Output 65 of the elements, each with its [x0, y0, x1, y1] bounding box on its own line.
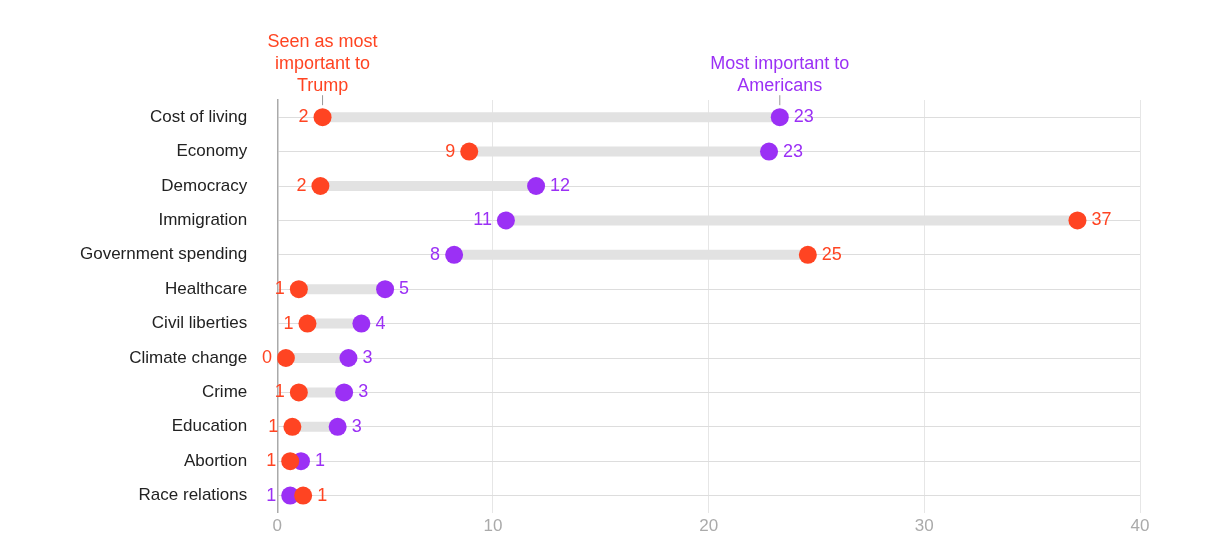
data-label: 9: [445, 140, 456, 161]
point: [1068, 211, 1087, 230]
point: [339, 349, 358, 367]
data-label: 2: [298, 106, 309, 127]
y-tick-label: Education: [171, 416, 248, 436]
data-label: 3: [362, 346, 373, 367]
data-label: 1: [274, 381, 285, 402]
y-tick-label: Crime: [201, 382, 248, 402]
point: [798, 245, 817, 264]
data-label: 25: [821, 243, 842, 264]
y-tick-label: Race relations: [138, 485, 248, 505]
point: [277, 349, 295, 367]
data-label: 1: [314, 450, 326, 471]
data-label: 1: [266, 484, 277, 505]
point: [289, 280, 308, 299]
point: [352, 314, 371, 333]
y-tick-label: Cost of living: [149, 106, 248, 126]
text: Seen as most important to Trump: [267, 31, 378, 96]
data-label: 1: [266, 450, 277, 471]
point: [527, 177, 546, 195]
point: [289, 383, 308, 402]
point: [313, 108, 332, 127]
point: [328, 417, 347, 436]
y-tick-label: Immigration: [158, 210, 248, 230]
data-label: 5: [399, 278, 410, 299]
point: [445, 245, 464, 264]
data-label: 12: [550, 174, 571, 195]
data-label: 4: [375, 312, 386, 333]
point: [311, 177, 330, 195]
point: [760, 142, 779, 161]
data-label: 23: [783, 140, 804, 161]
data-label: 11: [473, 209, 492, 230]
data-label: 1: [283, 312, 294, 333]
x-tick-label: 0: [272, 515, 282, 535]
data-label: 1: [274, 278, 285, 299]
data-label: 1: [268, 415, 279, 436]
data-label: 1: [317, 484, 328, 505]
data-label: 3: [358, 381, 369, 402]
x-tick-label: 30: [914, 515, 934, 535]
data-label: 23: [793, 106, 814, 127]
x-tick-label: 20: [699, 515, 719, 535]
y-tick-label: Climate change: [129, 347, 248, 367]
y-tick-label: Healthcare: [165, 278, 248, 298]
y-tick-label: Economy: [176, 141, 248, 161]
y-tick-label: Abortion: [183, 450, 248, 470]
point: [496, 211, 515, 230]
data-label: 3: [351, 415, 362, 436]
y-tick-label: Government spending: [79, 244, 248, 264]
point: [283, 417, 302, 436]
y-tick-label: Democracy: [161, 175, 248, 195]
series-label: Most important to Americans: [710, 53, 850, 96]
x-tick-label: 40: [1130, 515, 1150, 535]
point: [294, 486, 313, 505]
data-label: 2: [296, 174, 307, 195]
point: [770, 108, 789, 127]
point: [376, 280, 395, 299]
point: [281, 452, 300, 471]
point: [335, 383, 354, 402]
point: [460, 142, 479, 161]
point: [298, 314, 317, 333]
data-label: 37: [1091, 209, 1112, 230]
data-label: 0: [261, 346, 272, 367]
data-label: 8: [430, 243, 441, 264]
y-tick-label: Civil liberties: [151, 313, 248, 333]
x-tick-label: 10: [483, 515, 503, 535]
